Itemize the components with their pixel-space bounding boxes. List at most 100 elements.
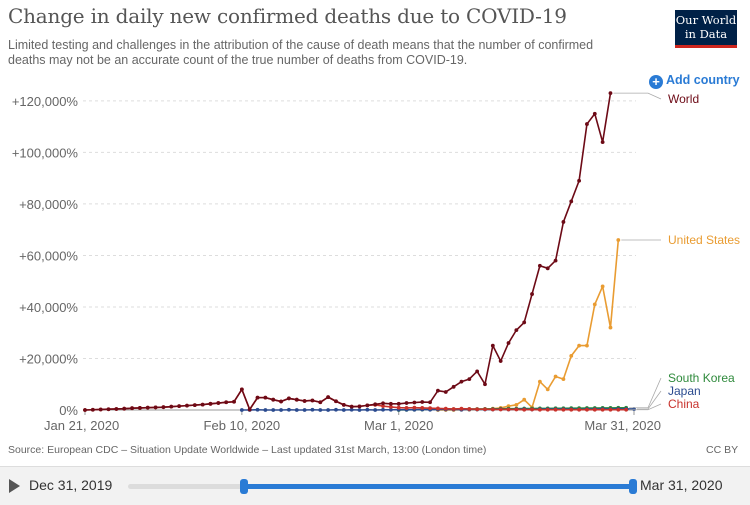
y-axis: 0%+20,000%+40,000%+60,000%+80,000%+100,0… (12, 94, 79, 418)
data-point (483, 407, 487, 411)
data-point (428, 400, 432, 404)
data-point (295, 408, 299, 412)
data-point (569, 354, 573, 358)
data-point (358, 408, 362, 412)
data-point (467, 377, 471, 381)
series-label: China (668, 397, 700, 411)
y-tick-label: +100,000% (12, 145, 79, 160)
data-point (193, 403, 197, 407)
data-point (522, 398, 526, 402)
timeline-end-label: Mar 31, 2020 (640, 477, 723, 493)
data-point (609, 91, 613, 95)
data-point (334, 408, 338, 412)
data-point (114, 407, 118, 411)
data-point (256, 396, 260, 400)
data-point (475, 407, 479, 411)
data-point (522, 321, 526, 325)
data-point (601, 408, 605, 412)
x-tick-label: Feb 10, 2020 (204, 418, 281, 433)
data-point (381, 401, 385, 405)
timeline-track[interactable] (128, 484, 633, 489)
data-point (491, 408, 495, 412)
data-point (287, 408, 291, 412)
data-point (514, 328, 518, 332)
data-point (256, 408, 260, 412)
data-point (514, 408, 518, 412)
data-point (365, 408, 369, 412)
timeline-start-handle[interactable] (240, 479, 248, 494)
data-point (452, 407, 456, 411)
data-point (154, 406, 158, 410)
data-point (546, 266, 550, 270)
data-point (240, 408, 244, 412)
series-line (85, 93, 610, 410)
data-point (279, 400, 283, 404)
data-point (162, 405, 166, 409)
data-point (99, 408, 103, 412)
data-point (326, 408, 330, 412)
data-point (397, 402, 401, 406)
data-point (577, 179, 581, 183)
source-note: Source: European CDC – Situation Update … (8, 444, 486, 456)
data-point (373, 402, 377, 406)
data-point (460, 380, 464, 384)
data-point (381, 408, 385, 412)
data-point (538, 264, 542, 268)
label-connector (613, 93, 661, 99)
data-point (334, 399, 338, 403)
data-point (593, 112, 597, 116)
data-point (169, 405, 173, 409)
data-point (373, 408, 377, 412)
data-point (311, 408, 315, 412)
data-point (279, 408, 283, 412)
data-point (585, 344, 589, 348)
timeline-end-handle[interactable] (629, 479, 637, 494)
series-label: United States (668, 233, 740, 247)
data-point (405, 406, 409, 410)
data-point (577, 344, 581, 348)
data-point (609, 408, 613, 412)
data-point (303, 408, 307, 412)
data-point (507, 341, 511, 345)
data-point (303, 399, 307, 403)
data-point (91, 408, 95, 412)
data-point (326, 395, 330, 399)
y-tick-label: +20,000% (19, 351, 78, 366)
data-point (263, 396, 267, 400)
data-point (107, 407, 111, 411)
license-link[interactable]: CC BY (706, 444, 738, 456)
data-point (122, 407, 126, 411)
data-point (436, 407, 440, 411)
data-point (358, 404, 362, 408)
data-point (271, 408, 275, 412)
data-point (616, 408, 620, 412)
data-point (616, 238, 620, 242)
play-icon[interactable] (9, 479, 20, 493)
data-point (507, 408, 511, 412)
data-point (530, 408, 534, 412)
series-label: South Korea (668, 371, 735, 385)
data-point (365, 403, 369, 407)
data-point (569, 408, 573, 412)
data-point (240, 387, 244, 391)
data-point (554, 375, 558, 379)
data-point (428, 406, 432, 410)
data-point (562, 408, 566, 412)
data-point (342, 403, 346, 407)
data-point (593, 302, 597, 306)
timeline-selected-range (244, 484, 633, 489)
data-point (83, 408, 87, 412)
data-point (499, 408, 503, 412)
x-tick-label: Jan 21, 2020 (44, 418, 119, 433)
x-tick-label: Mar 31, 2020 (584, 418, 661, 433)
series-united-states (436, 238, 620, 412)
series-world (83, 91, 612, 412)
data-point (577, 408, 581, 412)
data-point (146, 406, 150, 410)
data-point (177, 404, 181, 408)
data-point (318, 400, 322, 404)
data-point (522, 408, 526, 412)
data-point (562, 220, 566, 224)
data-point (232, 400, 236, 404)
